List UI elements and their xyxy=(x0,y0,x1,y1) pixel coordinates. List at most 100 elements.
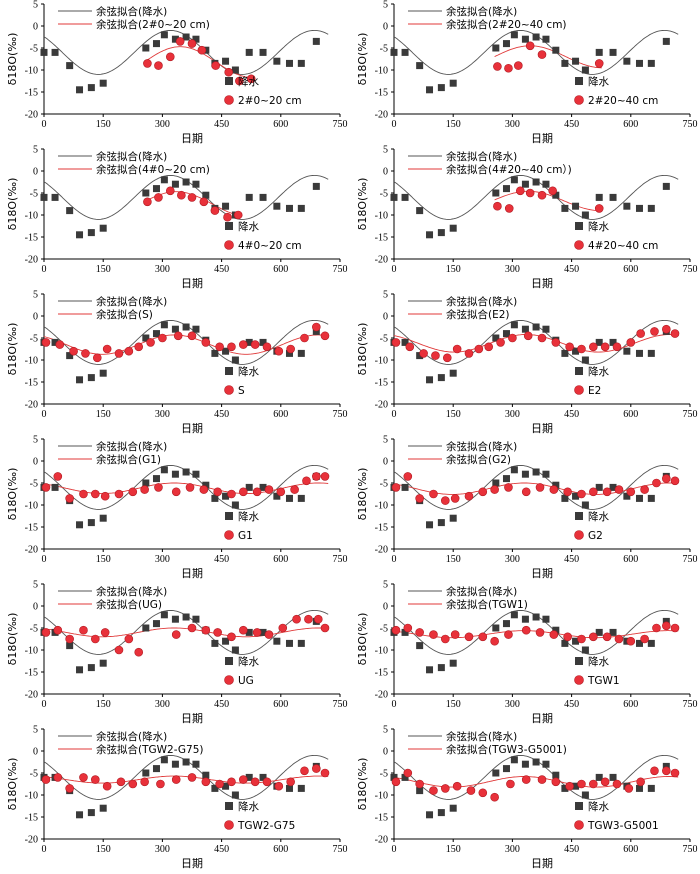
x-tick-label: 150 xyxy=(96,554,111,565)
sample-point xyxy=(102,344,112,354)
sample-point xyxy=(403,623,413,633)
chart-svg: 0 150 300 450 600 750 5 0 -5 -10 -15 -20 日期 δ18O(‰) 余弦… xyxy=(6,435,348,581)
sample-point xyxy=(91,775,100,784)
precip-point xyxy=(259,193,267,201)
sample-point xyxy=(464,632,474,642)
precip-point xyxy=(416,787,424,795)
precip-point xyxy=(152,765,160,773)
legend-precip-label: 降水 xyxy=(238,655,259,668)
x-tick-label: 0 xyxy=(42,119,47,130)
legend-sample-label: G1 xyxy=(238,530,253,542)
precip-point xyxy=(76,666,84,674)
legend-precip-label: 降水 xyxy=(588,75,609,88)
precip-point xyxy=(259,338,267,346)
x-tick-label: 750 xyxy=(333,264,348,275)
precip-point xyxy=(259,773,267,781)
sample-point xyxy=(391,483,401,492)
sample-point xyxy=(478,632,488,642)
sample-point xyxy=(134,342,144,352)
precip-point xyxy=(160,466,168,474)
sample-point xyxy=(286,344,295,354)
precip-point xyxy=(40,193,48,201)
x-tick-label: 150 xyxy=(96,409,111,420)
precip-point xyxy=(222,57,230,65)
precip-point xyxy=(142,769,150,777)
sample-point xyxy=(662,766,671,776)
precip-point xyxy=(521,35,529,43)
chart-panel: 0 150 300 450 600 750 5 0 -5 -10 -15 -20 日期 δ18O(‰) 余弦… xyxy=(0,435,350,581)
x-axis-label: 日期 xyxy=(181,712,203,725)
y-tick-label: -20 xyxy=(25,690,38,701)
sample-point xyxy=(211,61,220,70)
sample-point xyxy=(187,773,197,782)
x-tick-label: 0 xyxy=(42,844,47,855)
legend-precip-label: 降水 xyxy=(238,365,259,378)
precip-point xyxy=(416,62,424,70)
y-tick-label: 5 xyxy=(33,435,38,446)
x-tick-label: 600 xyxy=(273,699,288,710)
precip-point xyxy=(623,57,631,65)
legend-sample-marker xyxy=(574,385,584,395)
precip-point xyxy=(171,35,179,43)
precip-point xyxy=(426,811,434,819)
sample-point xyxy=(187,623,197,633)
sample-point xyxy=(504,204,514,213)
y-tick-label: 5 xyxy=(383,0,388,11)
sample-point xyxy=(65,784,74,793)
legend-fit-sample: 余弦拟合(G2) xyxy=(446,453,511,466)
precip-point xyxy=(390,773,398,781)
precip-point xyxy=(231,356,239,364)
y-tick-label: -10 xyxy=(25,646,38,657)
y-tick-label: -15 xyxy=(375,668,388,679)
sample-point xyxy=(274,781,284,791)
y-tick-label: -20 xyxy=(25,835,38,846)
legend-fit-precip: 余弦拟合(降水) xyxy=(96,295,167,308)
precip-point xyxy=(182,758,190,766)
precip-point xyxy=(182,323,190,331)
sample-point xyxy=(464,349,474,358)
y-tick-label: -5 xyxy=(380,479,388,490)
precip-point xyxy=(285,349,293,357)
y-tick-label: 0 xyxy=(383,602,388,613)
sample-point xyxy=(589,487,598,497)
sample-point xyxy=(515,186,525,196)
sample-point xyxy=(154,483,163,492)
precip-point xyxy=(202,771,210,779)
sample-point xyxy=(493,201,502,211)
precip-point xyxy=(297,204,305,212)
legend-precip-marker xyxy=(225,657,233,665)
legend-fit-precip: 余弦拟合(降水) xyxy=(446,295,517,308)
x-tick-label: 450 xyxy=(214,264,229,275)
y-tick-label: -20 xyxy=(25,400,38,411)
sample-point xyxy=(201,777,211,787)
precip-point xyxy=(437,664,445,672)
legend-sample-marker xyxy=(224,675,234,685)
sample-point xyxy=(312,764,321,773)
x-axis-label: 日期 xyxy=(181,857,203,870)
y-tick-label: 5 xyxy=(33,725,38,736)
precip-point xyxy=(182,468,190,476)
y-tick-label: -10 xyxy=(375,66,388,77)
precip-point xyxy=(51,193,59,201)
x-tick-label: 600 xyxy=(623,264,638,275)
precip-point xyxy=(426,376,434,384)
legend-sample-marker xyxy=(574,675,584,685)
precip-point xyxy=(211,349,219,357)
sample-point xyxy=(429,786,438,795)
x-tick-label: 300 xyxy=(505,554,520,565)
sample-point xyxy=(224,67,234,77)
precip-point xyxy=(99,804,107,812)
legend-sample-label: G2 xyxy=(588,530,603,542)
x-tick-label: 150 xyxy=(446,264,461,275)
y-tick-label: -5 xyxy=(30,334,38,345)
sample-point xyxy=(537,333,547,343)
precip-point xyxy=(160,31,168,39)
sample-point xyxy=(320,472,330,481)
sample-point xyxy=(262,342,272,352)
sample-point xyxy=(662,474,671,483)
y-tick-label: -5 xyxy=(380,624,388,635)
sample-point xyxy=(450,494,460,503)
sample-point xyxy=(175,37,185,46)
precip-point xyxy=(609,628,617,636)
legend-fit-sample: 余弦拟合(TGW3-G5001) xyxy=(446,743,567,756)
